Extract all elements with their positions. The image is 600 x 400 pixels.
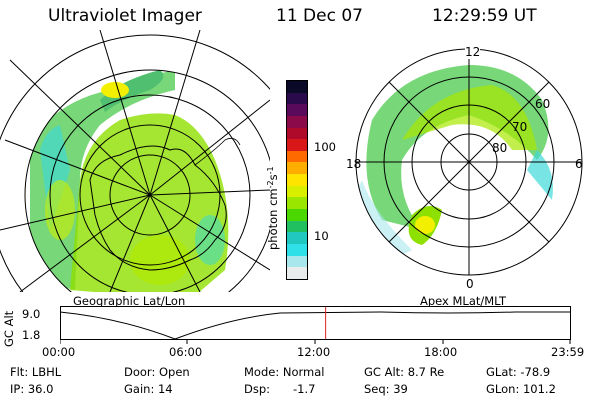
glon-label: GLon: 101.2 [486, 382, 556, 396]
ip-label: IP: 36.0 [10, 382, 54, 396]
gain-label: Gain: 14 [124, 382, 173, 396]
lat-label-70: 70 [512, 120, 528, 134]
colorbar-tick-10: 10 [314, 229, 329, 243]
colorbar-segment [287, 220, 307, 233]
colorbar-segment [287, 127, 307, 140]
gc-alt-label: GC Alt: 8.7 Re [364, 365, 445, 379]
colorbar-segment [287, 115, 307, 128]
right-map-caption: Apex MLat/MLT [420, 294, 507, 308]
altitude-xtick-2: 12:00 [297, 345, 331, 359]
colorbar-tick-100: 100 [314, 140, 336, 154]
colorbar-unit-label: photon cm-2s-1 [266, 166, 280, 250]
time-label: 12:29:59 UT [432, 6, 537, 26]
mlt-label-6: 6 [575, 157, 583, 171]
svg-text:photon cm-2s-1: photon cm-2s-1 [266, 166, 280, 250]
colorbar-segment [287, 209, 307, 221]
mlt-label-0: 0 [466, 277, 474, 291]
colorbar-segment [287, 150, 307, 163]
colorbar [286, 80, 308, 280]
colorbar-segment [287, 162, 307, 175]
mlt-label-18: 18 [346, 157, 362, 171]
colorbar-segment [287, 174, 307, 186]
altitude-ylabel: GC Alt [2, 310, 16, 347]
altitude-ytick-max: 9.0 [22, 307, 41, 321]
lat-label-80: 80 [492, 141, 508, 155]
colorbar-segment [287, 139, 307, 151]
colorbar-segment [287, 232, 307, 244]
magnetic-map [355, 48, 583, 276]
colorbar-segment [287, 243, 307, 256]
mlt-label-12: 12 [465, 45, 481, 59]
left-map-caption: Geographic Lat/Lon [73, 294, 186, 308]
geographic-map [0, 30, 270, 292]
dsp-value: -1.7 [293, 382, 316, 396]
colorbar-segment [287, 185, 307, 198]
glat-label: GLat: -78.9 [486, 365, 551, 379]
date-label: 11 Dec 07 [276, 6, 363, 26]
colorbar-segment [287, 255, 307, 268]
colorbar-segment [287, 197, 307, 210]
altitude-xtick-3: 18:00 [424, 345, 458, 359]
dsp-label: Dsp: [244, 382, 271, 396]
seq-label: Seq: 39 [364, 382, 408, 396]
filter-label: Flt: LBHL [10, 365, 62, 379]
instrument-title: Ultraviolet Imager [48, 6, 202, 26]
lat-label-60: 60 [535, 97, 551, 111]
altitude-plot [60, 306, 571, 344]
altitude-ytick-min: 1.8 [22, 328, 41, 342]
altitude-xtick-1: 06:00 [169, 345, 203, 359]
colorbar-segment [287, 81, 307, 93]
colorbar-segment [287, 267, 307, 279]
colorbar-segment [287, 104, 307, 116]
colorbar-segment [287, 92, 307, 105]
altitude-xtick-0: 00:00 [42, 345, 76, 359]
altitude-xtick-4: 23:59 [551, 345, 585, 359]
mode-label: Mode: Normal [244, 365, 325, 379]
door-label: Door: Open [124, 365, 190, 379]
